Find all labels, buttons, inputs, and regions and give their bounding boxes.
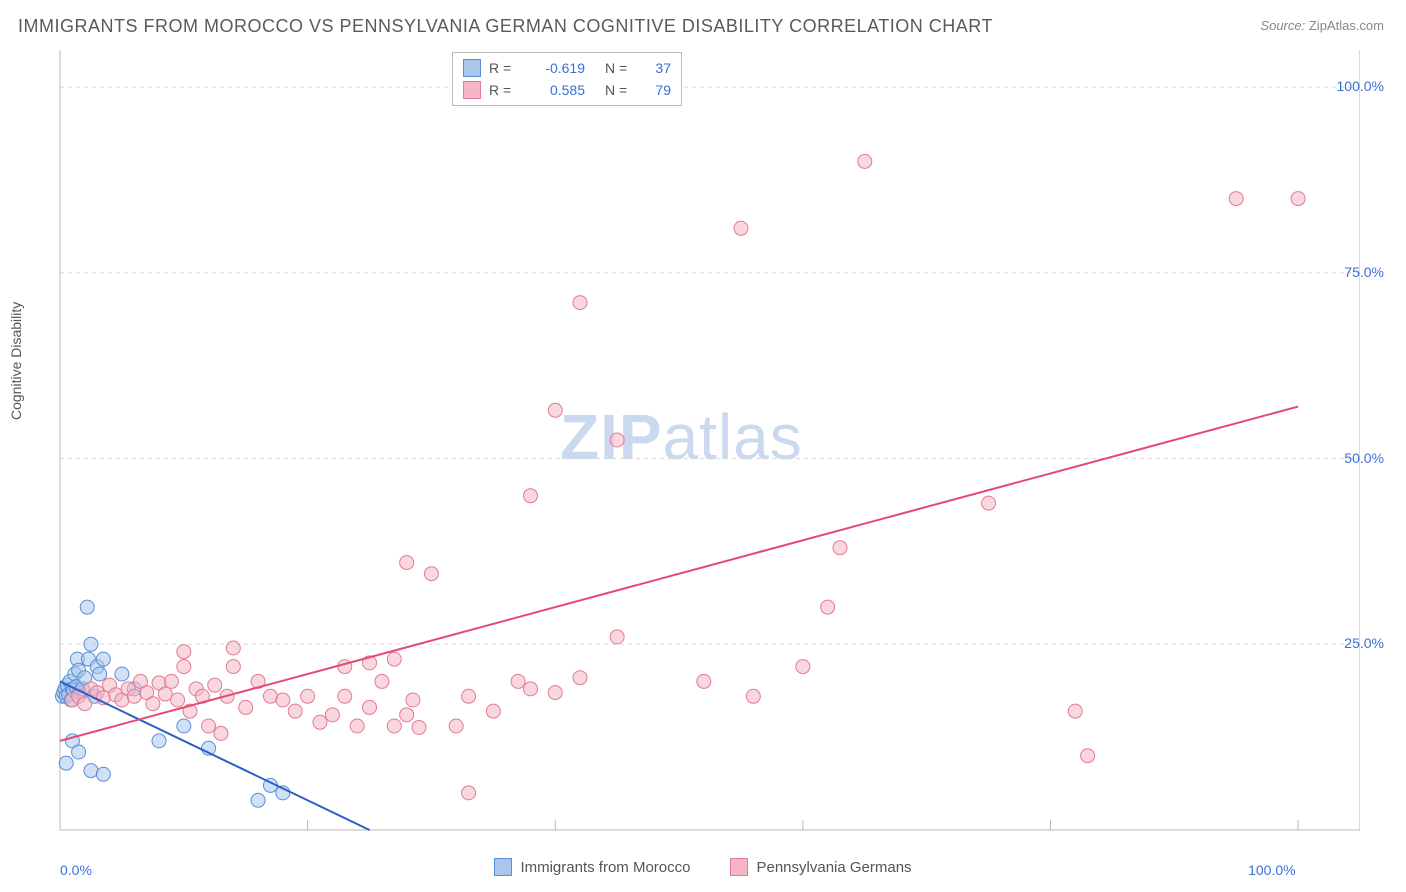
y-tick-label: 50.0% [1344, 450, 1384, 466]
scatter-chart [50, 50, 1360, 840]
series-legend: Immigrants from Morocco Pennsylvania Ger… [0, 858, 1406, 876]
legend-swatch-1 [463, 81, 481, 99]
legend-r-label: R = [489, 60, 517, 76]
legend-n-label: N = [605, 82, 633, 98]
y-tick-label: 100.0% [1337, 78, 1384, 94]
y-tick-label: 75.0% [1344, 264, 1384, 280]
legend-n-label: N = [605, 60, 633, 76]
source-value: ZipAtlas.com [1309, 18, 1384, 33]
legend-n-value-0: 37 [641, 60, 671, 76]
x-tick-label: 100.0% [1248, 862, 1295, 878]
x-tick-label: 0.0% [60, 862, 92, 878]
legend-r-value-1: 0.585 [525, 82, 585, 98]
y-axis-label: Cognitive Disability [8, 302, 24, 420]
chart-title: IMMIGRANTS FROM MOROCCO VS PENNSYLVANIA … [18, 16, 993, 37]
legend-label-0: Immigrants from Morocco [520, 859, 690, 876]
legend-label-1: Pennsylvania Germans [756, 859, 911, 876]
legend-r-value-0: -0.619 [525, 60, 585, 76]
correlation-legend: R = -0.619 N = 37 R = 0.585 N = 79 [452, 52, 682, 106]
legend-r-label: R = [489, 82, 517, 98]
legend-item-1: Pennsylvania Germans [730, 858, 911, 876]
legend-row-series-0: R = -0.619 N = 37 [463, 57, 671, 79]
legend-swatch-bottom-0 [494, 858, 512, 876]
legend-swatch-0 [463, 59, 481, 77]
legend-row-series-1: R = 0.585 N = 79 [463, 79, 671, 101]
y-tick-label: 25.0% [1344, 635, 1384, 651]
legend-item-0: Immigrants from Morocco [494, 858, 690, 876]
legend-n-value-1: 79 [641, 82, 671, 98]
source-label: Source: [1260, 18, 1305, 33]
source-attribution: Source: ZipAtlas.com [1260, 18, 1384, 33]
legend-swatch-bottom-1 [730, 858, 748, 876]
chart-area [50, 50, 1360, 840]
